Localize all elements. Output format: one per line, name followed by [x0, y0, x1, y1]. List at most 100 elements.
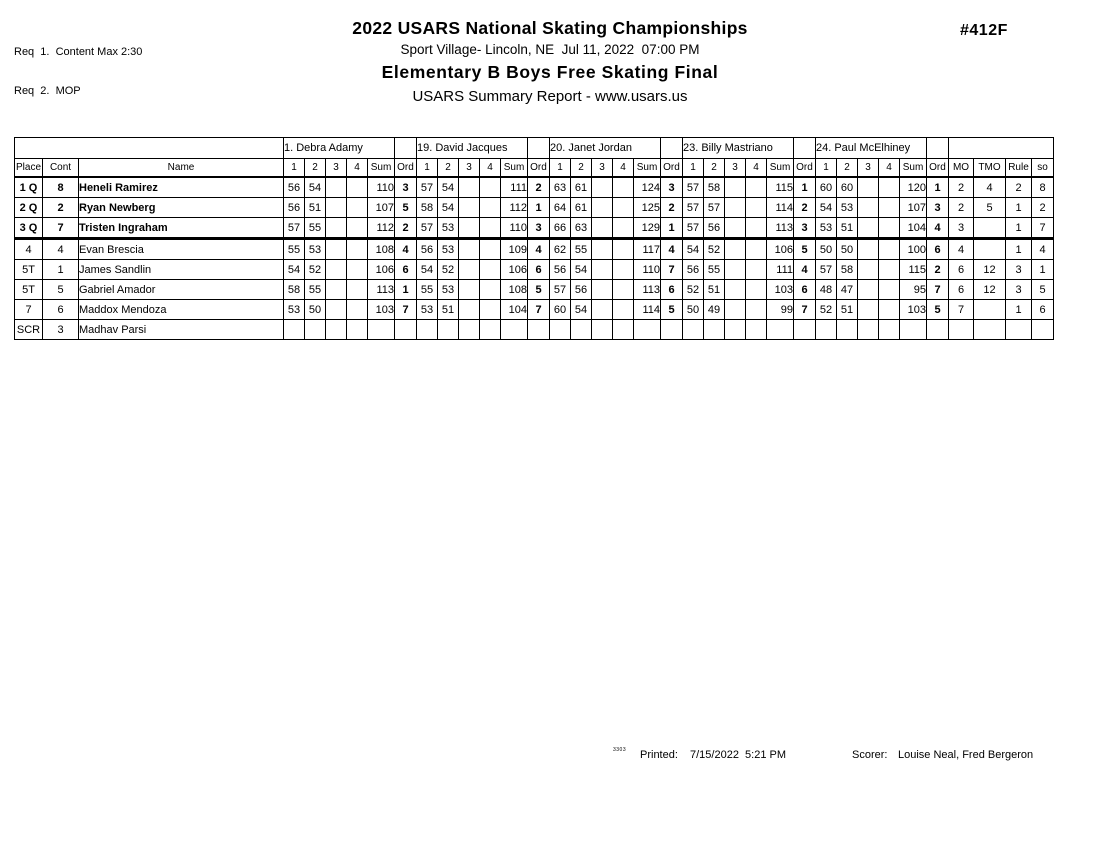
- score-cell: [703, 319, 725, 340]
- score-cell: [724, 238, 746, 260]
- col-header-sum: Sum: [766, 158, 794, 178]
- score-cell: 54: [815, 197, 837, 218]
- ordinal-cell: 4: [660, 238, 683, 260]
- col-header-score: 4: [612, 158, 634, 178]
- score-cell: [325, 299, 347, 320]
- score-cell: 54: [437, 176, 459, 198]
- score-cell: 54: [283, 259, 305, 280]
- score-cell: 61: [570, 176, 592, 198]
- printed-timestamp: 7/15/2022 5:21 PM: [690, 749, 787, 761]
- score-cell: [458, 259, 480, 280]
- ordinal-cell: 3: [926, 197, 949, 218]
- col-header-score: 2: [437, 158, 459, 178]
- score-cell: 57: [815, 259, 837, 280]
- score-cell: 50: [815, 238, 837, 260]
- col-header-score: 3: [325, 158, 347, 178]
- score-cell: [325, 279, 347, 300]
- col-header-score: 2: [570, 158, 592, 178]
- so-cell: 1: [1031, 259, 1054, 280]
- score-cell: [724, 319, 746, 340]
- ordinal-cell: 4: [527, 238, 550, 260]
- col-header-score: 3: [458, 158, 480, 178]
- ordinal-cell: [926, 319, 949, 340]
- contestant-number-cell: 7: [42, 217, 79, 240]
- col-header-score: 4: [346, 158, 368, 178]
- ordinal-cell: 7: [394, 299, 417, 320]
- skater-row: 2 Q 2 Ryan Newberg 56 51 107 5 58 54 112 1 64 61 125 2…: [14, 197, 1054, 218]
- score-cell: [325, 217, 347, 240]
- score-cell: 58: [703, 176, 725, 198]
- score-cell: 48: [815, 279, 837, 300]
- score-cell: 52: [304, 259, 326, 280]
- ordinal-cell: 5: [793, 238, 816, 260]
- score-cell: 63: [549, 176, 571, 198]
- score-cell: [283, 319, 305, 340]
- score-cell: 57: [416, 217, 438, 240]
- score-cell: [878, 197, 900, 218]
- place-cell: SCR: [14, 319, 43, 340]
- col-header-extra: so: [1031, 158, 1054, 178]
- score-cell: [549, 319, 571, 340]
- score-cell: [346, 279, 368, 300]
- sum-cell: 99: [766, 299, 794, 320]
- score-cell: 55: [304, 217, 326, 240]
- rule-cell: 1: [1005, 238, 1032, 260]
- skater-name-cell: Evan Brescia: [78, 238, 284, 260]
- score-cell: 51: [304, 197, 326, 218]
- ordinal-cell: 6: [394, 259, 417, 280]
- score-cell: [612, 176, 634, 198]
- score-cell: 50: [682, 299, 704, 320]
- score-cell: [458, 319, 480, 340]
- score-cell: 49: [703, 299, 725, 320]
- ordinal-cell: 2: [793, 197, 816, 218]
- sum-cell: 110: [633, 259, 661, 280]
- score-cell: 57: [549, 279, 571, 300]
- col-header-ord: Ord: [793, 158, 816, 178]
- col-header-place: Place: [14, 158, 43, 178]
- requirement-line-1: Req 1. Content Max 2:30: [14, 46, 143, 58]
- sum-cell: 103: [899, 299, 927, 320]
- score-cell: [591, 197, 613, 218]
- contestant-number-cell: 3: [42, 319, 79, 340]
- requirement-line-2: Req 2. MOP: [14, 85, 81, 97]
- event-title: Elementary B Boys Free Skating Final: [381, 62, 719, 82]
- ordinal-cell: [793, 319, 816, 340]
- col-header-score: 1: [549, 158, 571, 178]
- skater-name-cell: Heneli Ramirez: [78, 176, 284, 198]
- ordinal-cell: [394, 319, 417, 340]
- score-cell: [878, 279, 900, 300]
- sum-cell: 113: [766, 217, 794, 240]
- score-cell: 53: [283, 299, 305, 320]
- score-cell: 51: [836, 299, 858, 320]
- score-cell: 53: [836, 197, 858, 218]
- score-cell: [458, 217, 480, 240]
- sum-cell: 106: [367, 259, 395, 280]
- rule-cell: 3: [1005, 279, 1032, 300]
- score-cell: [815, 319, 837, 340]
- col-header-score: 3: [724, 158, 746, 178]
- ordinal-cell: 3: [660, 176, 683, 198]
- rule-cell: 2: [1005, 176, 1032, 198]
- col-header-score: 4: [878, 158, 900, 178]
- spacer-cell: [793, 137, 816, 159]
- score-cell: 51: [437, 299, 459, 320]
- col-header-score: 2: [304, 158, 326, 178]
- score-cell: [857, 197, 879, 218]
- so-cell: 4: [1031, 238, 1054, 260]
- sum-cell: 108: [500, 279, 528, 300]
- sum-cell: [367, 319, 395, 340]
- sum-cell: 103: [766, 279, 794, 300]
- score-cell: 56: [416, 238, 438, 260]
- score-cell: [479, 197, 501, 218]
- sum-cell: 125: [633, 197, 661, 218]
- championship-title: 2022 USARS National Skating Championship…: [352, 18, 748, 38]
- sum-cell: 113: [633, 279, 661, 300]
- judge-name-1: 1. Debra Adamy: [283, 137, 395, 159]
- score-cell: [458, 238, 480, 260]
- report-type-line: USARS Summary Report - www.usars.us: [412, 88, 688, 105]
- venue-date-line: Sport Village- Lincoln, NE Jul 11, 2022 …: [400, 42, 700, 57]
- printed-label: Printed:: [640, 749, 678, 761]
- score-cell: 55: [283, 238, 305, 260]
- contestant-number-cell: 2: [42, 197, 79, 218]
- sum-cell: 120: [899, 176, 927, 198]
